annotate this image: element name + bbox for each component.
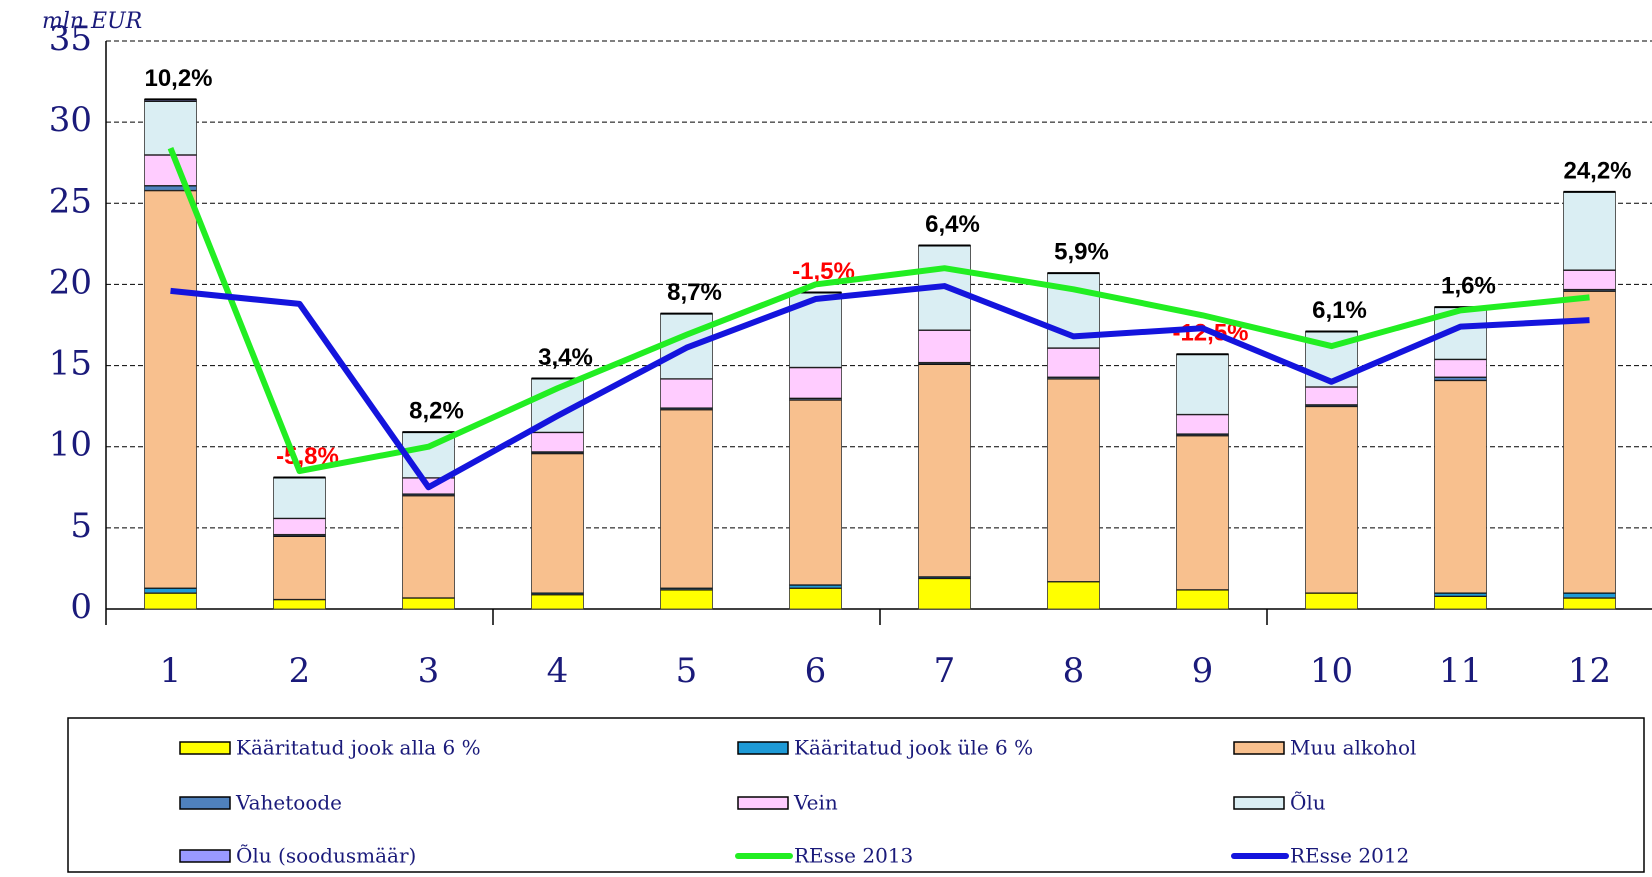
annotation: 6,4%: [925, 211, 980, 238]
x-tick-label: 12: [1568, 651, 1611, 691]
legend-label: Kääritatud jook üle 6 %: [794, 736, 1033, 760]
bar-segment: [918, 329, 971, 363]
x-tick-label: 1: [160, 651, 182, 691]
bar-segment: [918, 363, 971, 577]
x-tick-label: 6: [805, 651, 827, 691]
x-tick-label: 9: [1192, 651, 1214, 691]
annotation: 8,2%: [409, 397, 464, 424]
annotation: 5,9%: [1054, 238, 1109, 265]
bar-segment: [1563, 290, 1616, 594]
bar-segment: [1434, 595, 1487, 610]
bar-segment: [531, 452, 584, 594]
x-tick-label: 4: [547, 651, 569, 691]
annotation: 3,4%: [538, 344, 593, 371]
y-tick-label: 15: [49, 344, 92, 384]
legend-swatch: [179, 741, 231, 755]
bar-segment: [789, 399, 842, 586]
legend-swatch: [1233, 741, 1285, 755]
bar-segment: [1305, 386, 1358, 405]
y-tick-label: 20: [49, 262, 92, 302]
annotation: 10,2%: [144, 65, 212, 92]
legend-label: Muu alkohol: [1290, 736, 1416, 760]
legend-label: Õlu: [1290, 791, 1326, 815]
legend-swatch: [1233, 796, 1285, 810]
bar-segment: [1305, 405, 1358, 594]
bar-segment: [1047, 347, 1100, 378]
legend-label: REsse 2012: [1290, 844, 1409, 868]
bar-segment: [402, 494, 455, 599]
bar-segment: [1047, 581, 1100, 610]
x-tick-label: 8: [1063, 651, 1085, 691]
bar-segment: [1305, 592, 1358, 610]
legend-swatch: [737, 796, 789, 810]
y-tick-label: 25: [49, 181, 92, 221]
legend-box: [67, 717, 1645, 873]
bar-segment: [1563, 191, 1616, 271]
annotation: 1,6%: [1441, 272, 1496, 299]
y-axis-label: mln EUR: [42, 9, 142, 34]
x-tick-label: 5: [676, 651, 698, 691]
bar-segment: [1176, 434, 1229, 590]
bar-segment: [1176, 589, 1229, 610]
bar-segment: [1176, 353, 1229, 415]
x-tick-label: 11: [1439, 651, 1482, 691]
bar-segment: [1176, 413, 1229, 435]
legend-label: REsse 2013: [794, 844, 913, 868]
bar-segment: [789, 366, 842, 399]
bar-segment: [789, 587, 842, 610]
bar-segment: [531, 431, 584, 452]
bar-segment: [144, 189, 197, 589]
legend-label: Kääritatud jook alla 6 %: [236, 736, 481, 760]
annotation: 24,2%: [1563, 157, 1631, 184]
bar-segment: [1563, 269, 1616, 290]
annotation: 6,1%: [1312, 297, 1367, 324]
y-tick-label: 0: [70, 587, 92, 627]
bar-segment: [273, 598, 326, 610]
y-tick-label: 35: [49, 19, 92, 59]
bar-segment: [531, 593, 584, 610]
bar-segment: [273, 535, 326, 600]
bar-segment: [660, 408, 713, 589]
bar-segment: [273, 517, 326, 535]
y-tick-label: 5: [70, 506, 92, 546]
y-tick-label: 10: [49, 425, 92, 465]
x-tick-label: 3: [418, 651, 440, 691]
legend-label: Õlu (soodusmäär): [236, 844, 416, 868]
y-tick-label: 30: [49, 100, 92, 140]
x-tick-label: 7: [934, 651, 956, 691]
bar-segment: [1047, 378, 1100, 582]
x-tick-label: 10: [1310, 651, 1353, 691]
legend-label: Vahetoode: [235, 791, 342, 815]
x-tick-label: 2: [289, 651, 311, 691]
line-series: [170, 283, 1590, 491]
legend-swatch: [179, 796, 231, 810]
bar-segment: [144, 592, 197, 610]
bar-segment: [402, 597, 455, 610]
legend-label: Vein: [793, 791, 838, 815]
bar-segment: [660, 378, 713, 409]
bar-segment: [1434, 379, 1487, 594]
bar-segment: [1434, 358, 1487, 378]
legend-swatch: [737, 741, 789, 755]
line-series: [167, 146, 1590, 475]
bar-segment: [660, 589, 713, 610]
bar-segment: [918, 577, 971, 610]
bar-segment: [273, 477, 326, 519]
bar-segment: [144, 100, 197, 156]
bar-segment: [144, 154, 197, 186]
annotation: 8,7%: [667, 279, 722, 306]
legend-swatch: [179, 849, 231, 863]
bar-segment: [1563, 597, 1616, 610]
